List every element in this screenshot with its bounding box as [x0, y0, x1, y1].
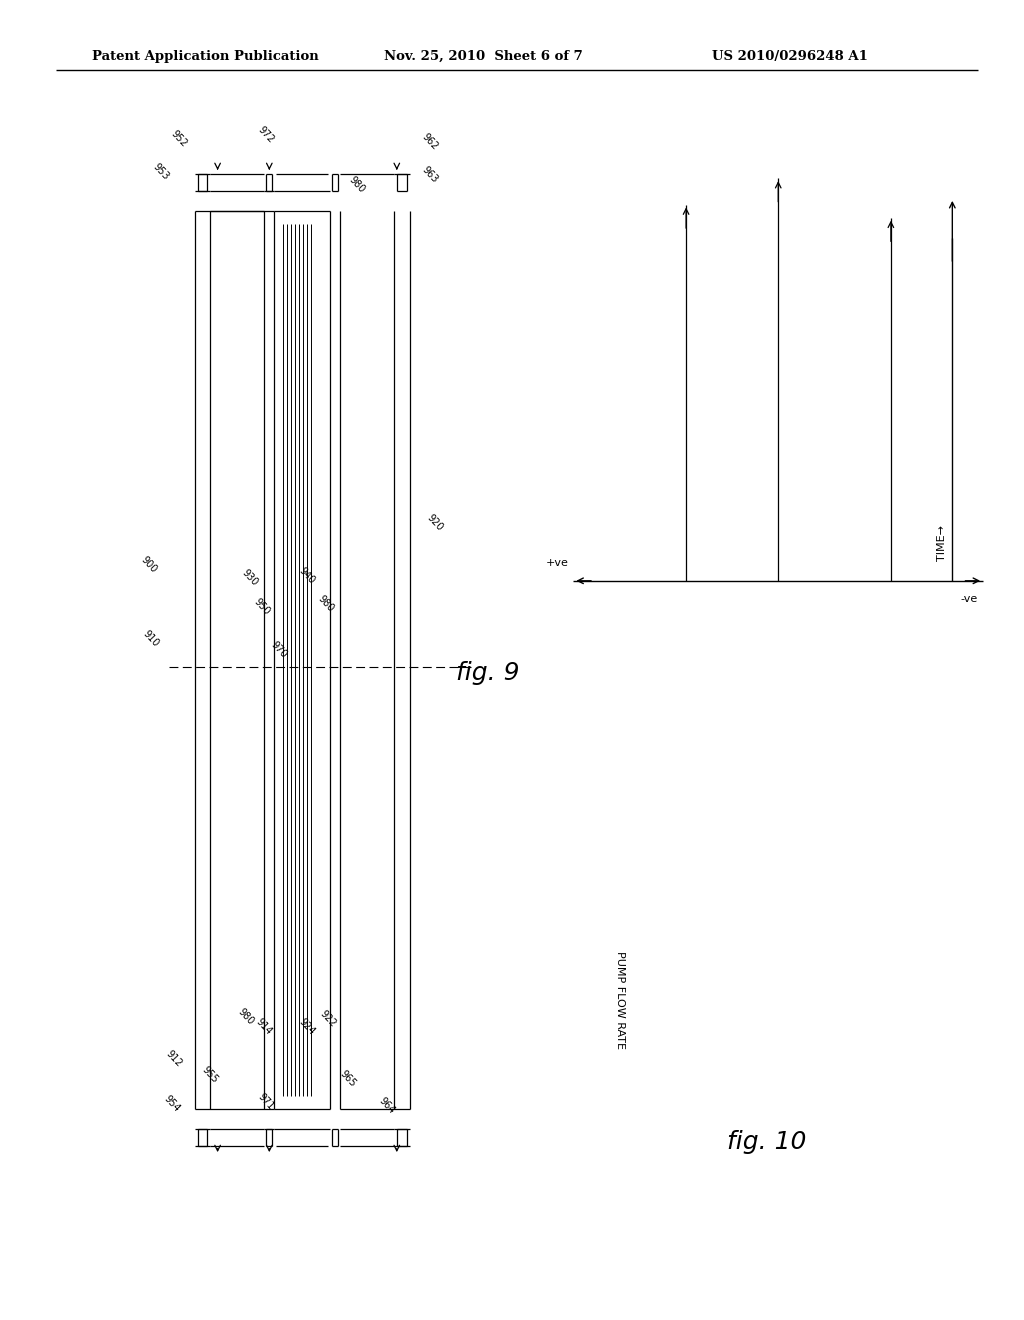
Text: 953: 953	[151, 161, 171, 182]
Text: 971: 971	[256, 1092, 276, 1113]
Text: 912: 912	[164, 1048, 184, 1069]
Text: 980: 980	[346, 174, 367, 195]
Text: 972: 972	[256, 124, 276, 145]
Text: 922: 922	[317, 1008, 338, 1030]
Text: 952: 952	[169, 128, 189, 149]
Text: 920: 920	[425, 512, 445, 533]
Text: 965: 965	[338, 1068, 358, 1089]
Text: fig. 10: fig. 10	[727, 1130, 807, 1154]
Text: 963: 963	[420, 164, 440, 185]
Text: TIME→: TIME→	[937, 525, 947, 561]
Text: 962: 962	[420, 131, 440, 152]
Text: fig. 9: fig. 9	[456, 661, 519, 685]
Text: 980: 980	[236, 1006, 256, 1027]
Text: Patent Application Publication: Patent Application Publication	[92, 50, 318, 63]
Text: -ve: -ve	[961, 594, 978, 605]
Text: 910: 910	[140, 628, 161, 649]
Text: 900: 900	[138, 554, 159, 576]
Text: 954: 954	[162, 1093, 182, 1114]
Text: 940: 940	[297, 565, 317, 586]
Text: +ve: +ve	[546, 557, 568, 568]
Text: 955: 955	[200, 1064, 220, 1085]
Text: 980: 980	[315, 593, 336, 614]
Text: 964: 964	[377, 1096, 397, 1117]
Text: 924: 924	[297, 1016, 317, 1038]
Text: Nov. 25, 2010  Sheet 6 of 7: Nov. 25, 2010 Sheet 6 of 7	[384, 50, 583, 63]
Text: 914: 914	[254, 1016, 274, 1038]
Text: 930: 930	[240, 568, 260, 589]
Text: 970: 970	[268, 639, 289, 660]
Text: 950: 950	[252, 597, 272, 618]
Text: PUMP FLOW RATE: PUMP FLOW RATE	[614, 952, 625, 1049]
Text: US 2010/0296248 A1: US 2010/0296248 A1	[712, 50, 867, 63]
